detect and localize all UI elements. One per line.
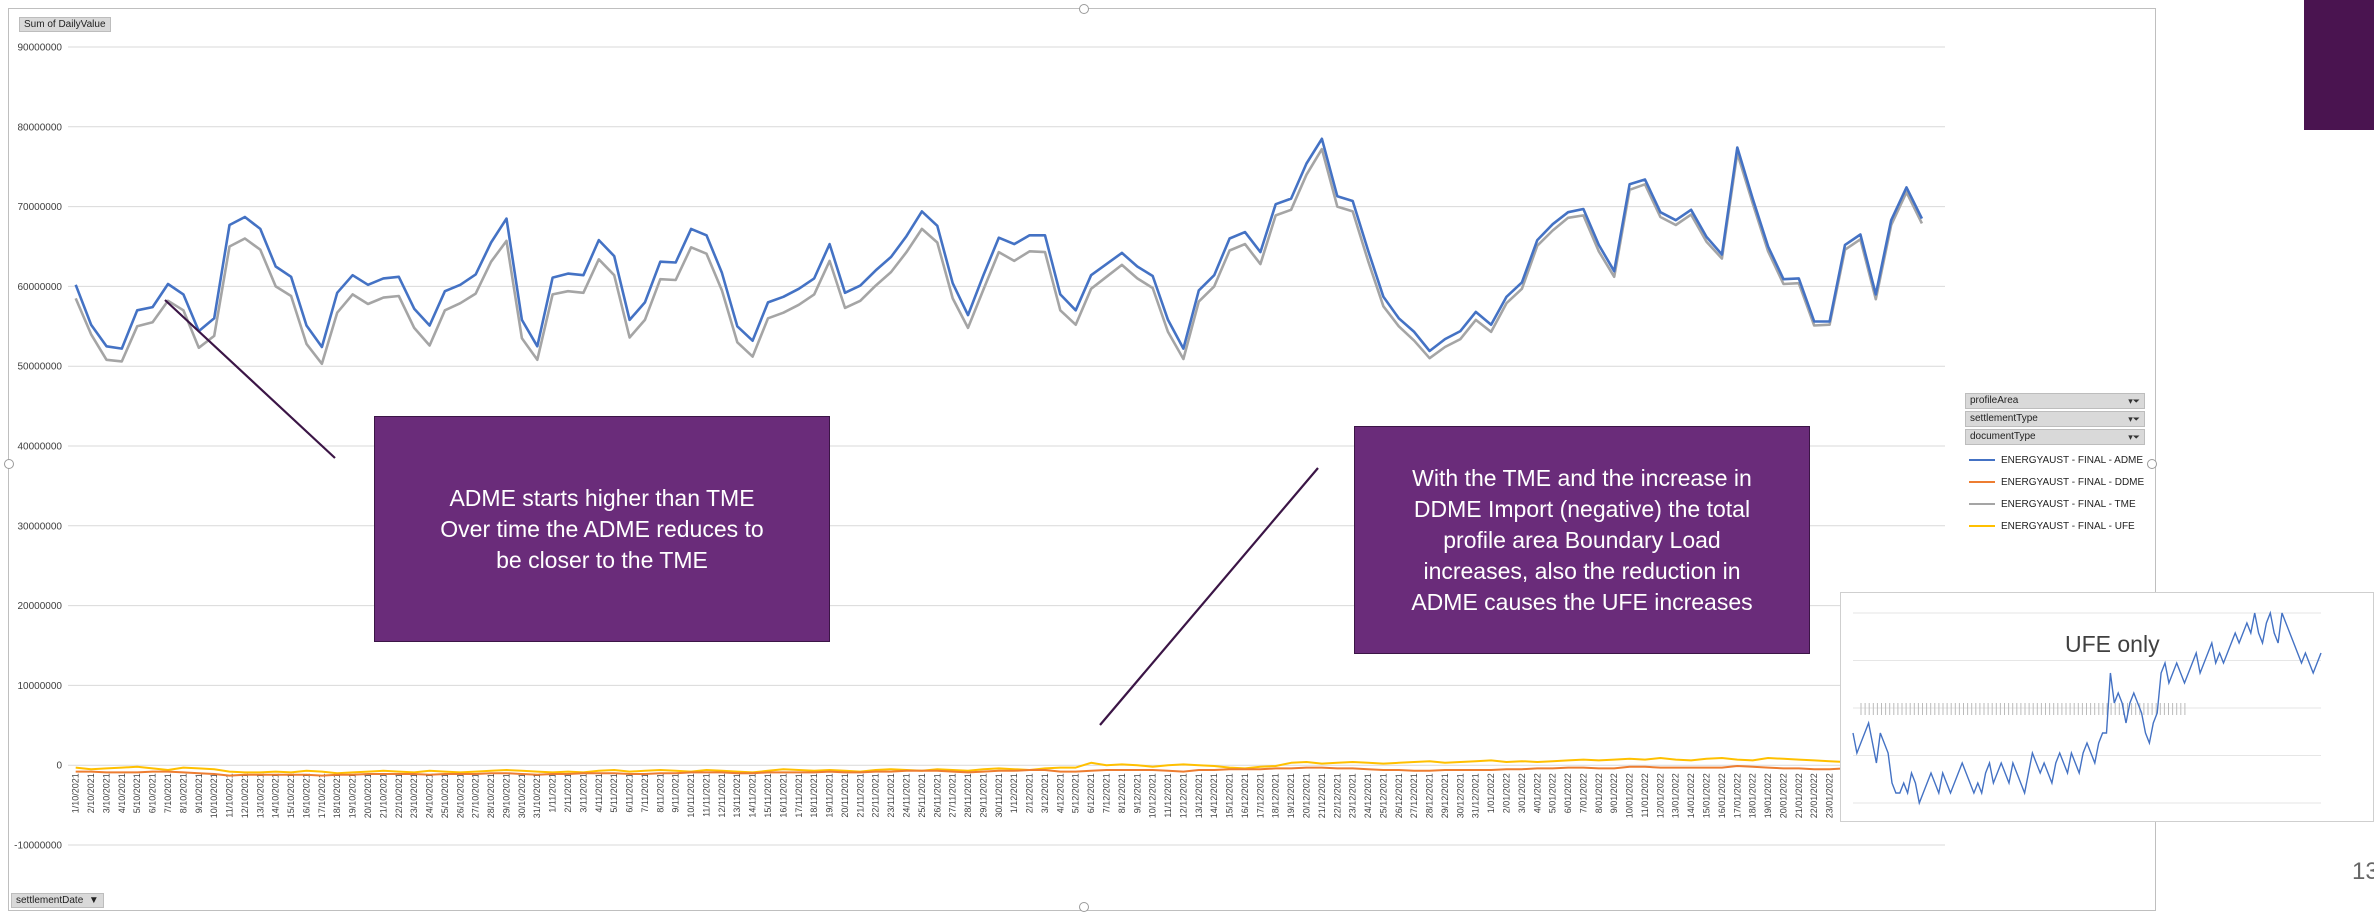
legend-swatch	[1969, 503, 1995, 505]
filter-list: profileArea ▾⏷ settlementType ▾⏷ documentTyp…	[1965, 393, 2145, 445]
legend-swatch	[1969, 459, 1995, 461]
callout-ufe: With the TME and the increase in DDME Im…	[1354, 426, 1810, 654]
legend-label: ENERGYAUST - FINAL - UFE	[2001, 520, 2135, 532]
ufe-inset-svg	[1852, 610, 2322, 806]
value-field-button[interactable]: Sum of DailyValue	[19, 17, 111, 32]
legend-label: ENERGYAUST - FINAL - TME	[2001, 498, 2136, 510]
filter-label: documentType	[1970, 431, 2036, 442]
resize-handle-left[interactable]	[4, 459, 14, 469]
legend-entry-0[interactable]: ENERGYAUST - FINAL - ADME	[1965, 449, 2145, 471]
filter-dropdown-icon[interactable]: ▾⏷	[2128, 414, 2140, 424]
inset-title: UFE only	[2065, 631, 2160, 657]
axis-field-label: settlementDate	[16, 895, 84, 906]
pivot-filter-panel: profileArea ▾⏷ settlementType ▾⏷ documentTyp…	[1965, 393, 2145, 537]
legend: ENERGYAUST - FINAL - ADME ENERGYAUST - FI…	[1965, 449, 2145, 537]
callout-adme-text: ADME starts higher than TME Over time th…	[440, 484, 764, 573]
filter-profileArea[interactable]: profileArea ▾⏷	[1965, 393, 2145, 409]
callout-adme: ADME starts higher than TME Over time th…	[374, 416, 830, 642]
legend-label: ENERGYAUST - FINAL - DDME	[2001, 476, 2145, 488]
legend-entry-3[interactable]: ENERGYAUST - FINAL - UFE	[1965, 515, 2145, 537]
filter-label: profileArea	[1970, 395, 2019, 406]
dropdown-arrow-icon: ▼	[86, 895, 99, 906]
legend-swatch	[1969, 481, 1995, 483]
filter-label: settlementType	[1970, 413, 2038, 424]
chart-frame[interactable]: Sum of DailyValue settlementDate ▼	[4, 4, 2157, 912]
filter-documentType[interactable]: documentType ▾⏷	[1965, 429, 2145, 445]
page-number: 13	[2352, 858, 2374, 885]
legend-entry-1[interactable]: ENERGYAUST - FINAL - DDME	[1965, 471, 2145, 493]
legend-label: ENERGYAUST - FINAL - ADME	[2001, 454, 2144, 466]
legend-entry-2[interactable]: ENERGYAUST - FINAL - TME	[1965, 493, 2145, 515]
corner-accent-block	[2304, 0, 2374, 130]
resize-handle-top[interactable]	[1079, 4, 1089, 14]
callout-ufe-text: With the TME and the increase in DDME Im…	[1411, 464, 1753, 615]
legend-swatch	[1969, 525, 1995, 527]
resize-handle-bottom[interactable]	[1079, 902, 1089, 912]
filter-settlementType[interactable]: settlementType ▾⏷	[1965, 411, 2145, 427]
filter-dropdown-icon[interactable]: ▾⏷	[2128, 396, 2140, 406]
filter-dropdown-icon[interactable]: ▾⏷	[2128, 432, 2140, 442]
inset-ufe-line	[1852, 610, 2322, 806]
axis-field-button[interactable]: settlementDate ▼	[11, 893, 104, 908]
ufe-inset-chart: UFE only	[1840, 592, 2374, 822]
resize-handle-right[interactable]	[2147, 459, 2157, 469]
